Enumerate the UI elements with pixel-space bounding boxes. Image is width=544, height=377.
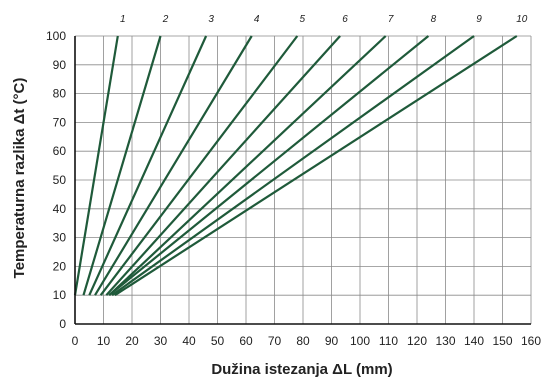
x-tick-label: 10 <box>97 334 111 348</box>
series-line-8 <box>108 35 430 297</box>
x-tick-label: 140 <box>464 334 484 348</box>
x-tick-label: 150 <box>492 334 512 348</box>
y-tick-label: 60 <box>53 144 67 158</box>
series-line-3 <box>88 35 208 296</box>
y-tick-label: 30 <box>53 231 67 245</box>
y-tick-label: 0 <box>59 317 66 331</box>
axes <box>74 36 531 325</box>
x-tick-label: 30 <box>154 334 168 348</box>
y-tick-label: 70 <box>53 115 67 129</box>
y-tick-label: 80 <box>53 87 67 101</box>
series-label: 9 <box>476 14 482 25</box>
series-line-6 <box>105 35 341 296</box>
series-label: 6 <box>342 14 348 25</box>
x-axis-title: Dužina istezanja ΔL (mm) <box>211 361 392 377</box>
y-axis-title: Temperaturna razlika Δt (°C) <box>11 78 28 279</box>
x-tick-label: 80 <box>296 334 310 348</box>
series-label: 7 <box>388 14 394 25</box>
series-lines <box>73 35 518 297</box>
x-tick-label: 90 <box>325 334 339 348</box>
x-tick-label: 120 <box>407 334 427 348</box>
y-tick-label: 50 <box>53 173 67 187</box>
x-tick-label: 0 <box>72 334 79 348</box>
series-line-10 <box>114 35 518 297</box>
x-tick-label: 20 <box>125 334 139 348</box>
series-label: 4 <box>254 14 260 25</box>
y-tick-label: 100 <box>46 29 66 43</box>
series-line-4 <box>94 35 253 296</box>
series-label: 1 <box>120 14 126 25</box>
series-label: 8 <box>431 14 437 25</box>
grid <box>75 35 532 324</box>
x-tick-label: 60 <box>239 334 253 348</box>
series-line-7 <box>108 35 387 297</box>
series-line-2 <box>82 35 162 296</box>
series-label: 10 <box>516 14 528 25</box>
series-label: 5 <box>300 14 306 25</box>
y-tick-label: 10 <box>53 288 67 302</box>
x-tick-label: 130 <box>435 334 455 348</box>
series-line-5 <box>99 35 299 296</box>
y-tick-label: 20 <box>53 259 67 273</box>
y-tick-label: 90 <box>53 58 67 72</box>
x-tick-label: 110 <box>379 334 398 348</box>
tick-labels: 0 10 20 30 40 50 60 70 80 90 100 110 120 130 140 150 160… <box>46 14 541 348</box>
x-tick-label: 160 <box>521 334 541 348</box>
x-tick-label: 50 <box>211 334 225 348</box>
series-label: 2 <box>162 14 169 25</box>
series-line-1 <box>73 35 119 296</box>
series-label: 3 <box>208 14 214 25</box>
x-tick-label: 100 <box>350 334 370 348</box>
x-tick-label: 40 <box>182 334 196 348</box>
y-tick-label: 40 <box>53 202 67 216</box>
series-line-9 <box>111 35 475 297</box>
x-tick-label: 70 <box>268 334 282 348</box>
